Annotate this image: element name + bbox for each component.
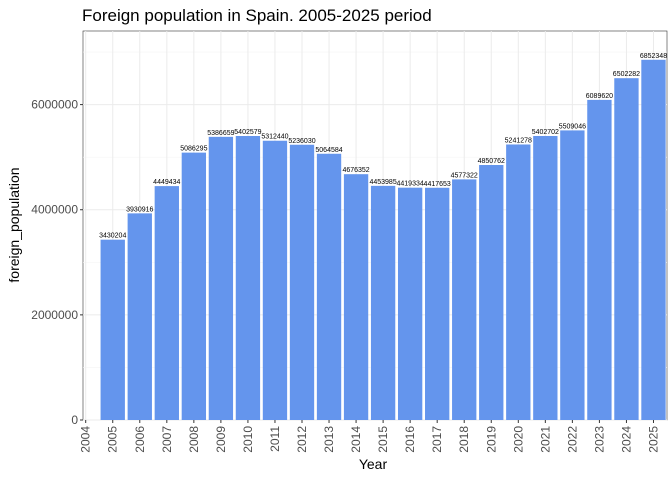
x-tick-label: 2025 — [646, 426, 660, 453]
x-tick-label: 2018 — [457, 426, 471, 453]
x-tick-label: 2017 — [430, 426, 444, 453]
bar-2019 — [479, 165, 504, 420]
x-axis: 2004 2005 2006 2007 2008 2009 2010 2011 2012 2013… — [79, 420, 660, 453]
x-tick-label: 2008 — [187, 426, 201, 453]
y-tick-label: 4000000 — [31, 203, 78, 217]
bar-2014 — [343, 174, 369, 420]
data-label-2023: 6089620 — [586, 93, 613, 100]
data-label-2017: 4417653 — [424, 181, 451, 188]
data-label-2007: 4449434 — [153, 179, 180, 186]
data-label-2019: 4850762 — [478, 158, 505, 165]
x-tick-label: 2005 — [106, 426, 120, 453]
data-label-2025: 6852348 — [640, 53, 667, 60]
bar-2017 — [425, 187, 450, 420]
data-label-2016: 4419334 — [397, 181, 424, 188]
x-tick-label: 2013 — [322, 426, 336, 453]
x-tick-label: 2011 — [268, 426, 282, 452]
data-labels: 3430204 3930916 4449434 5086295 5386659 54025… — [99, 53, 667, 240]
bars — [100, 59, 666, 421]
data-label-2018: 4577322 — [451, 172, 478, 179]
x-tick-label: 2021 — [538, 426, 552, 453]
data-label-2013: 5064584 — [315, 147, 342, 154]
bar-2009 — [208, 136, 234, 421]
x-tick-label: 2009 — [214, 426, 228, 453]
data-label-2009: 5386659 — [207, 130, 234, 137]
data-label-2005: 3430204 — [99, 233, 126, 240]
bar-2008 — [181, 152, 207, 420]
bar-2022 — [560, 130, 585, 421]
x-tick-label: 2023 — [592, 426, 606, 453]
bar-2016 — [397, 187, 423, 420]
bar-2012 — [289, 144, 315, 420]
x-tick-label: 2019 — [484, 426, 498, 453]
data-label-2015: 4453985 — [369, 179, 396, 186]
bar-2007 — [154, 186, 179, 420]
x-axis-title: Year — [359, 456, 388, 472]
y-axis-title: foreign_population — [6, 167, 22, 282]
bar-2024 — [614, 78, 639, 420]
x-tick-label: 2012 — [295, 426, 309, 453]
bar-2025 — [641, 59, 666, 421]
data-label-2022: 5509046 — [559, 123, 586, 130]
bar-2018 — [452, 179, 477, 420]
data-label-2011: 5312440 — [261, 134, 288, 141]
data-label-2008: 5086295 — [180, 146, 207, 153]
bar-2005 — [100, 239, 125, 420]
bar-2006 — [127, 213, 152, 420]
data-label-2012: 5236030 — [288, 138, 315, 145]
data-label-2021: 5402702 — [532, 129, 559, 136]
x-tick-label: 2007 — [160, 426, 174, 453]
y-tick-label: 0 — [71, 413, 78, 427]
bar-2011 — [262, 140, 288, 420]
y-tick-label: 2000000 — [31, 308, 78, 322]
bar-2010 — [235, 135, 261, 420]
data-label-2024: 6502282 — [613, 71, 640, 78]
bar-2020 — [506, 144, 531, 420]
x-tick-label: 2014 — [349, 426, 363, 453]
x-tick-label: 2004 — [79, 426, 93, 453]
plot-panel: 3430204 3930916 4449434 5086295 5386659 54025… — [82, 30, 668, 421]
x-tick-label: 2015 — [376, 426, 390, 453]
bar-2013 — [316, 153, 342, 420]
x-tick-label: 2020 — [511, 426, 525, 453]
chart-title: Foreign population in Spain. 2005-2025 p… — [82, 6, 432, 25]
x-tick-label: 2016 — [403, 426, 417, 453]
x-tick-label: 2010 — [241, 426, 255, 453]
data-label-2020: 5241278 — [505, 137, 532, 144]
x-tick-label: 2022 — [565, 426, 579, 453]
y-axis: 0 2000000 4000000 6000000 — [31, 98, 83, 427]
data-label-2006: 3930916 — [126, 206, 153, 213]
x-tick-label: 2006 — [133, 426, 147, 453]
y-tick-label: 6000000 — [31, 98, 78, 112]
bar-2023 — [587, 99, 612, 421]
data-label-2010: 5402579 — [234, 129, 261, 136]
data-label-2014: 4676352 — [342, 167, 369, 174]
bar-2021 — [533, 135, 558, 420]
x-tick-label: 2024 — [619, 426, 633, 453]
bar-2015 — [370, 185, 396, 420]
